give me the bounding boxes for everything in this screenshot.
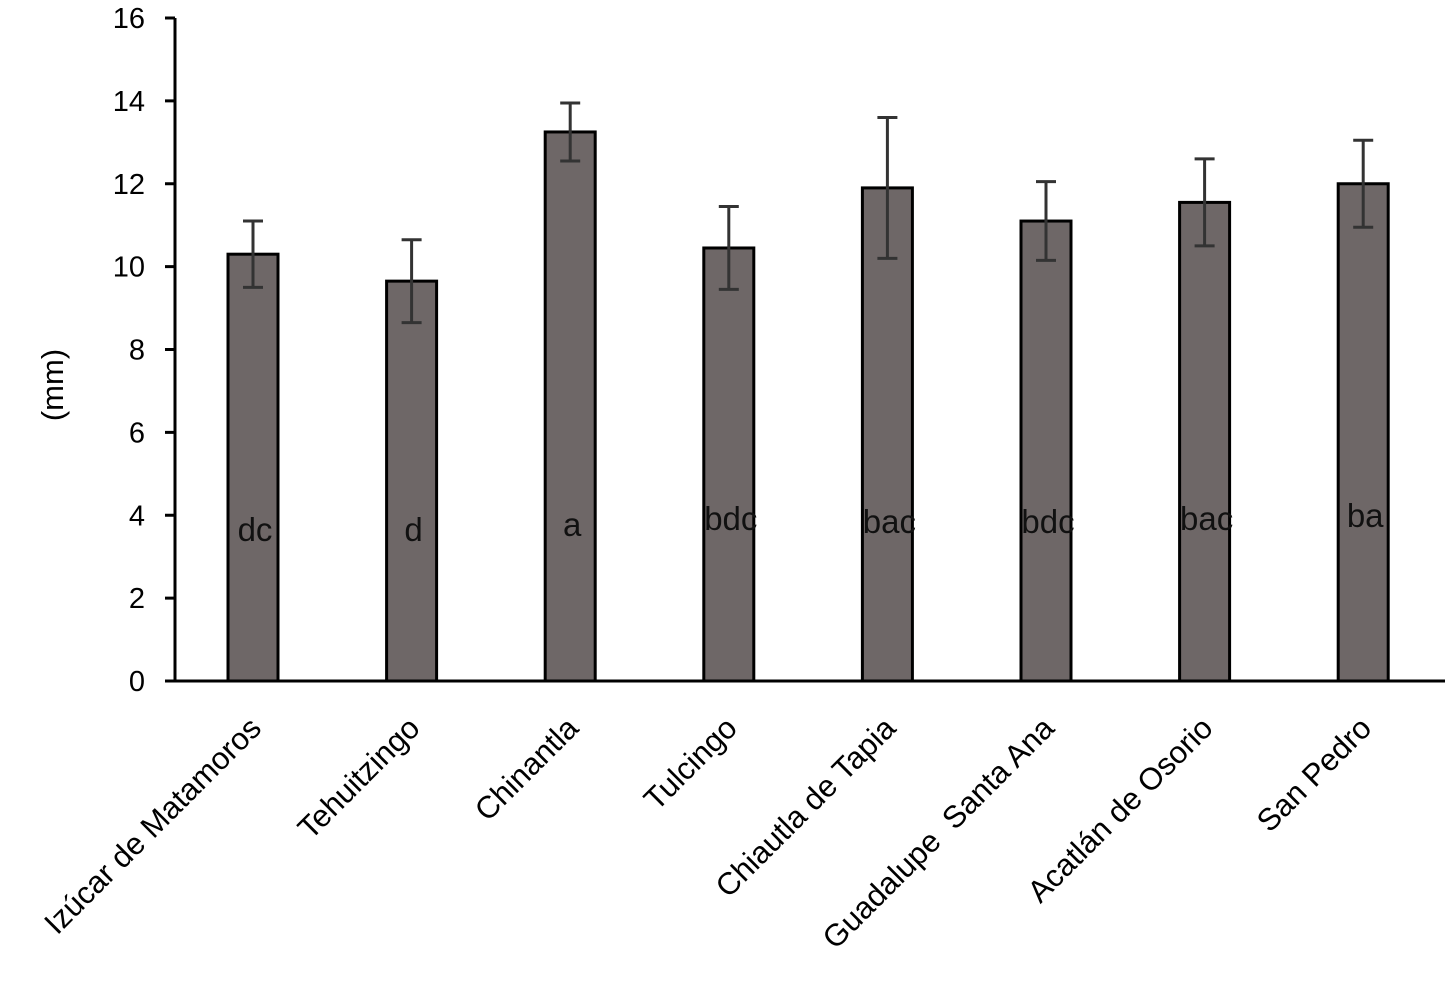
bar xyxy=(860,186,914,683)
bar xyxy=(1336,182,1390,683)
x-category-label: Tehuitzingo xyxy=(291,710,427,846)
y-axis-ticks: 0 2 4 6 8 10 12 14 16 xyxy=(113,3,175,698)
y-tick-label: 2 xyxy=(129,583,145,615)
bar xyxy=(543,130,597,683)
significance-letter: ba xyxy=(1347,497,1384,534)
significance-letter: bdc xyxy=(704,500,757,537)
x-category-label: Izúcar de Matamoros xyxy=(37,710,268,941)
y-tick-label: 14 xyxy=(113,86,145,118)
y-tick-label: 0 xyxy=(129,666,145,698)
bar xyxy=(702,246,756,683)
y-tick-label: 4 xyxy=(129,500,145,532)
bar xyxy=(385,279,439,683)
significance-letter: d xyxy=(404,511,422,548)
significance-letter: bdc xyxy=(1021,503,1074,540)
bar xyxy=(1178,200,1232,683)
significance-letter: bac xyxy=(1180,500,1233,537)
y-tick-label: 10 xyxy=(113,252,145,284)
x-category-label: San Pedro xyxy=(1250,710,1378,838)
y-tick-label: 8 xyxy=(129,335,145,367)
x-axis-labels: Izúcar de Matamoros Tehuitzingo Chinantla T… xyxy=(37,710,1378,956)
significance-letter: a xyxy=(563,506,582,543)
significance-letter: bac xyxy=(863,503,916,540)
bar xyxy=(226,252,280,683)
error-bars xyxy=(243,101,1374,325)
y-axis-label: (mm) xyxy=(35,349,70,421)
y-tick-label: 16 xyxy=(113,3,145,35)
bar xyxy=(1019,219,1073,683)
y-tick-label: 12 xyxy=(113,169,145,201)
x-category-label: Chinantla xyxy=(468,710,586,828)
x-category-label: Tulcingo xyxy=(637,710,744,817)
bars xyxy=(226,130,1390,683)
significance-letters: dc d a bdc bac bdc bac ba xyxy=(238,497,1385,548)
y-tick-label: 6 xyxy=(129,417,145,449)
significance-letter: dc xyxy=(238,511,273,548)
